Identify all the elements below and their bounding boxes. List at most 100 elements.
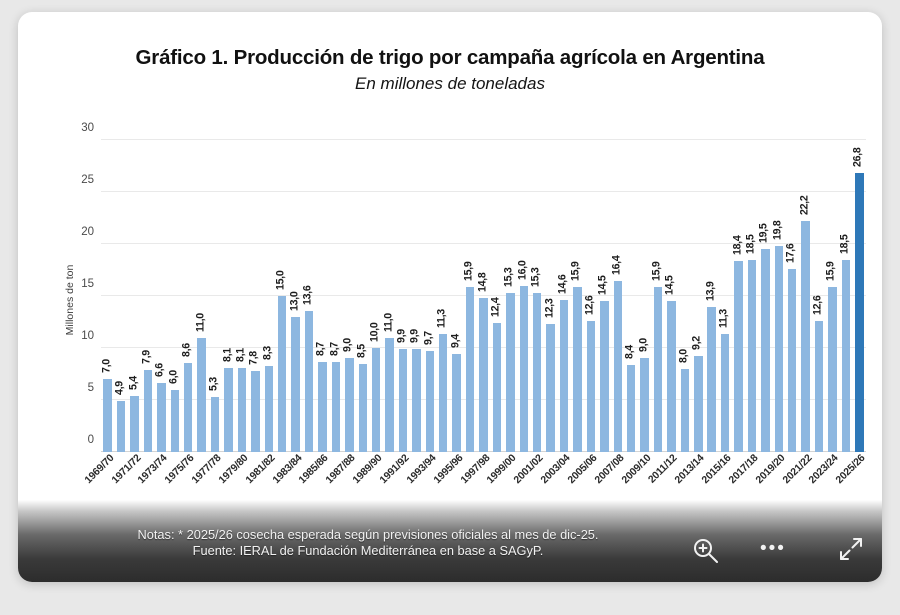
bar-column[interactable]: 7,0 1969/70	[83, 140, 116, 486]
bar-column[interactable]: 8,0	[677, 140, 691, 452]
more-options-icon[interactable]: •••	[760, 538, 786, 559]
bar-column[interactable]: 13,9	[704, 140, 718, 452]
bar[interactable]	[667, 301, 676, 452]
bar-column[interactable]: 15,9	[651, 140, 664, 452]
bar[interactable]	[694, 356, 703, 452]
bar-column[interactable]: 5,3 1977/78	[190, 140, 223, 486]
bar[interactable]	[465, 286, 475, 452]
bar-column[interactable]: 9,4 1995/96	[432, 140, 465, 486]
bar[interactable]	[358, 363, 367, 452]
bar[interactable]	[224, 367, 233, 452]
expand-icon[interactable]	[838, 536, 864, 567]
bar[interactable]	[371, 348, 381, 452]
bar[interactable]	[492, 323, 502, 452]
bar[interactable]	[828, 286, 837, 452]
bar-column[interactable]: 8,7 1985/86	[298, 140, 331, 486]
bar-column[interactable]: 5,4 1971/72	[110, 140, 143, 486]
bar[interactable]	[264, 365, 273, 452]
bar[interactable]	[210, 396, 220, 452]
bar[interactable]	[801, 221, 810, 452]
bar-column[interactable]: 18,4	[731, 140, 745, 452]
bar[interactable]	[412, 349, 421, 452]
bar-column[interactable]: 13,0 1983/84	[271, 140, 304, 486]
bar[interactable]	[103, 379, 112, 452]
bar-column[interactable]: 11,0	[194, 140, 208, 452]
bar[interactable]	[761, 249, 770, 452]
bar-column[interactable]: 15,9	[463, 140, 476, 452]
bar-column[interactable]: 12,3	[543, 140, 557, 452]
bar[interactable]	[479, 298, 488, 452]
bar-column[interactable]: 19,8 2019/20	[754, 140, 787, 486]
bar[interactable]	[143, 369, 153, 452]
bar[interactable]	[841, 259, 851, 452]
bar[interactable]	[277, 296, 287, 452]
bar-column[interactable]: 9,9	[409, 140, 423, 452]
bar[interactable]	[814, 320, 824, 452]
bar-column[interactable]: 11,3 2015/16	[700, 140, 733, 486]
bar[interactable]	[197, 337, 206, 452]
bar[interactable]	[385, 337, 394, 452]
bar[interactable]	[130, 395, 139, 452]
bar[interactable]	[345, 358, 354, 452]
bar[interactable]	[626, 364, 636, 452]
bar-column[interactable]: 7,9	[140, 140, 154, 452]
bar-column[interactable]: 14,6 2003/04	[539, 140, 572, 486]
bar-column[interactable]: 12,4	[489, 140, 503, 452]
bar[interactable]	[707, 307, 716, 452]
bar-column[interactable]: 10,0 1989/90	[351, 140, 384, 486]
bar[interactable]	[331, 361, 341, 452]
bar-column[interactable]: 15,9 2023/24	[808, 140, 841, 486]
bar-column[interactable]: 9,9 1991/92	[378, 140, 411, 486]
bar-column[interactable]: 8,1 1979/80	[217, 140, 250, 486]
bar-column[interactable]: 6,6 1973/74	[137, 140, 170, 487]
bar[interactable]	[304, 310, 314, 452]
bar[interactable]	[546, 324, 555, 452]
bar-column[interactable]: 9,7 1993/94	[405, 140, 438, 486]
bar-column[interactable]: 14,5 2011/12	[647, 140, 680, 486]
bar[interactable]	[559, 300, 569, 452]
bar-column[interactable]: 7,8	[248, 140, 262, 452]
bar[interactable]	[720, 334, 730, 452]
bar-column[interactable]: 9,0 1987/88	[324, 140, 357, 486]
bar[interactable]	[855, 173, 864, 452]
bar[interactable]	[747, 259, 757, 452]
bar[interactable]	[640, 358, 649, 452]
bar-column[interactable]: 18,5	[838, 140, 852, 452]
bar-column[interactable]: 8,1	[221, 140, 235, 452]
bar-column[interactable]: 8,7	[328, 140, 342, 452]
bar[interactable]	[734, 260, 743, 452]
bar-column[interactable]: 15,9	[570, 140, 584, 452]
bar[interactable]	[170, 389, 180, 452]
bar[interactable]	[613, 281, 622, 452]
bar[interactable]	[653, 286, 663, 452]
bar[interactable]	[586, 320, 596, 452]
bar[interactable]	[774, 246, 784, 452]
bar-column[interactable]: 14,5	[597, 140, 611, 452]
bar-column[interactable]: 26,8 2025/26	[834, 140, 867, 486]
bar[interactable]	[318, 361, 327, 452]
bar[interactable]	[439, 334, 448, 452]
bar-column[interactable]: 8,6 1975/76	[163, 140, 196, 486]
bar-column[interactable]: 16,0	[516, 140, 530, 452]
bar[interactable]	[251, 370, 260, 452]
bar[interactable]	[452, 354, 461, 452]
bar[interactable]	[600, 301, 609, 452]
bar-column[interactable]: 18,5 2017/18	[727, 140, 760, 486]
bar[interactable]	[398, 349, 408, 452]
bar[interactable]	[116, 401, 126, 452]
bar-column[interactable]: 16,4 2007/08	[593, 140, 626, 486]
bar-column[interactable]: 13,6	[302, 140, 315, 452]
bar[interactable]	[788, 268, 797, 452]
bar[interactable]	[291, 316, 300, 452]
bar[interactable]	[425, 351, 435, 452]
bar[interactable]	[532, 292, 542, 452]
bar-column[interactable]: 4,9	[114, 140, 127, 452]
bar-column[interactable]: 8,4	[624, 140, 637, 452]
bar-column[interactable]: 8,3 1981/82	[244, 140, 277, 486]
bar-column[interactable]: 11,0	[382, 140, 396, 452]
bar-column[interactable]: 14,8 1997/98	[459, 140, 492, 486]
bar-column[interactable]: 6,0	[167, 140, 181, 452]
bar[interactable]	[519, 285, 529, 452]
bar[interactable]	[506, 292, 515, 452]
bar-column[interactable]: 12,6	[812, 140, 825, 452]
